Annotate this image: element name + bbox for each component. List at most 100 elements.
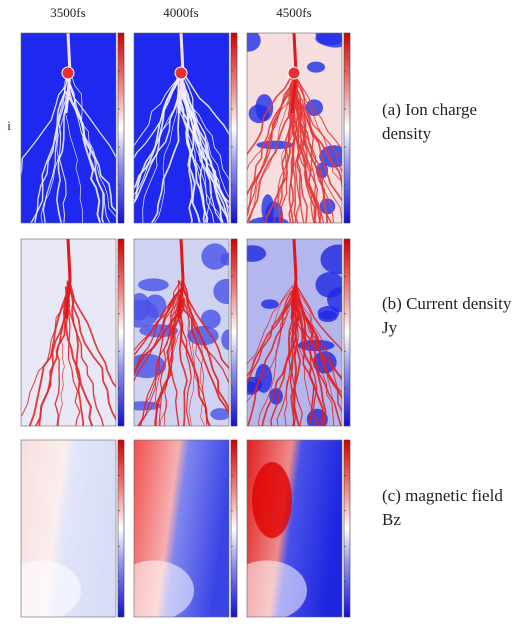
branch: [247, 75, 293, 156]
panel-image: [247, 239, 342, 426]
branch: [68, 80, 111, 223]
branch: [292, 73, 342, 202]
branch: [293, 84, 306, 223]
colorbar: [343, 238, 351, 427]
colorbar: [343, 32, 351, 224]
branch: [56, 91, 71, 223]
panel: [20, 439, 125, 618]
panel: [133, 439, 238, 618]
row-label: (a) Ion charge density: [382, 100, 478, 143]
branch: [65, 74, 116, 159]
map-patch: [134, 353, 166, 379]
branch: [67, 281, 116, 422]
map-patch: [261, 194, 275, 223]
branch: [182, 72, 229, 136]
panel-image: [21, 440, 116, 617]
branch: [247, 80, 297, 171]
branch: [64, 286, 104, 426]
branch: [284, 297, 298, 426]
branch: [182, 282, 229, 412]
branch: [42, 78, 68, 223]
map-patch: [306, 61, 326, 73]
panel-image: [134, 440, 229, 617]
panel: [133, 238, 238, 427]
branch: [134, 89, 180, 196]
branch: [134, 292, 179, 383]
map-patch: [256, 140, 294, 150]
colorbar: [117, 439, 125, 618]
branch: [273, 90, 294, 223]
branch: [247, 287, 294, 403]
branch: [38, 297, 68, 426]
panel-frame: [20, 32, 117, 224]
branch: [295, 281, 342, 402]
panel-frame: [133, 32, 230, 224]
panel: [246, 439, 351, 618]
panel-image: [21, 33, 116, 223]
branch: [247, 83, 293, 217]
map-patch: [134, 401, 162, 411]
branch: [179, 90, 215, 223]
branch: [67, 81, 116, 213]
branch: [180, 80, 229, 219]
branch: [134, 78, 181, 190]
branch: [182, 298, 195, 426]
branch: [57, 73, 67, 223]
branch: [296, 90, 335, 223]
panel-frame: [133, 439, 230, 618]
field-lobe: [247, 560, 307, 617]
panel-image: [247, 33, 342, 223]
branch: [290, 293, 324, 426]
branch: [182, 81, 197, 223]
map-patch: [201, 243, 229, 270]
branch: [134, 76, 179, 160]
column-header: 4500fs: [276, 5, 311, 20]
colorbar: [230, 238, 238, 427]
branch: [295, 296, 342, 413]
branch: [247, 84, 293, 197]
branch: [258, 293, 294, 426]
panel-grid: [20, 32, 351, 618]
branch: [247, 291, 297, 378]
panel-image: [21, 239, 116, 426]
panel: [133, 32, 238, 224]
map-patch: [249, 216, 289, 223]
panel: [20, 238, 125, 427]
map-patch: [320, 244, 342, 275]
main-channel: [177, 239, 185, 320]
branch: [290, 88, 333, 223]
map-patch: [137, 278, 169, 292]
panel-frame: [133, 238, 230, 427]
main-channel: [64, 239, 72, 320]
branch: [293, 291, 327, 426]
panel-image: [247, 440, 342, 617]
branch: [293, 91, 342, 174]
map-patch: [210, 408, 229, 421]
branch: [181, 282, 229, 370]
panel: [246, 32, 351, 224]
colorbar: [117, 32, 125, 224]
branch: [164, 295, 179, 426]
branch: [179, 83, 229, 223]
branch: [68, 290, 116, 389]
target-dot: [287, 66, 301, 80]
map-patch: [221, 329, 229, 351]
map-patch: [213, 278, 229, 304]
branch: [180, 297, 192, 426]
main-channel: [290, 239, 298, 320]
branch: [139, 293, 182, 426]
column-header: 4000fs: [163, 5, 198, 20]
colorbar: [117, 238, 125, 427]
map-patch: [144, 294, 167, 319]
target-dot: [61, 66, 75, 80]
branch: [21, 295, 68, 417]
branch: [69, 284, 85, 426]
map-patch: [200, 309, 221, 329]
field-lobe: [134, 560, 194, 617]
branch: [293, 75, 342, 151]
column-header: 3500fs: [50, 5, 85, 20]
panel-frame: [246, 32, 343, 224]
branch: [294, 283, 342, 353]
branch: [247, 284, 294, 365]
row-label: (b) Current density Jy: [382, 294, 512, 337]
